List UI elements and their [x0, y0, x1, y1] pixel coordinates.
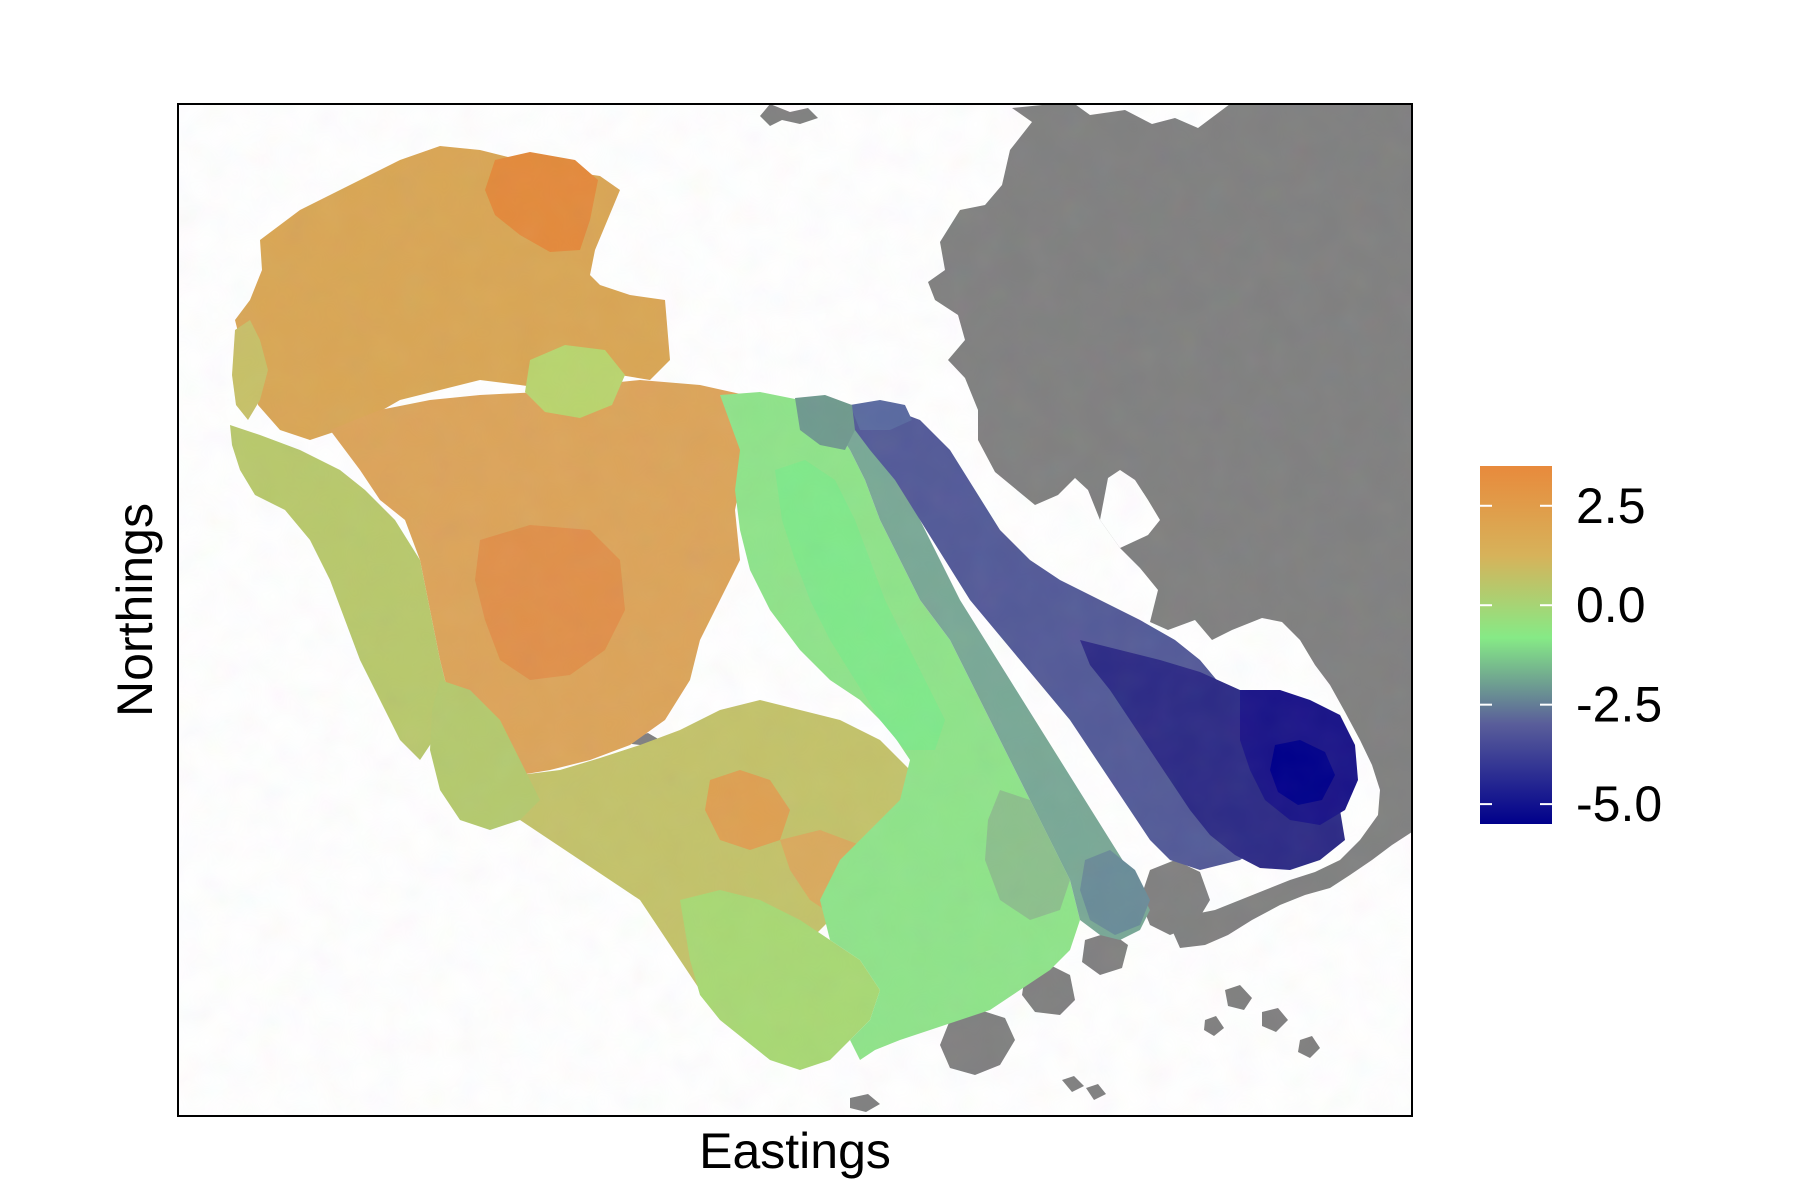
legend-tick-label: -2.5 [1576, 677, 1662, 733]
legend-tick-label: 0.0 [1576, 577, 1646, 633]
legend-tick-label: 2.5 [1576, 478, 1646, 534]
color-legend: 2.5 0.0 -2.5 -5.0 [1480, 466, 1662, 832]
survey-surface [178, 104, 1412, 1116]
legend-ticks: 2.5 0.0 -2.5 -5.0 [1480, 478, 1662, 832]
x-axis-title: Eastings [699, 1123, 891, 1179]
surface-texture [178, 104, 1412, 1116]
y-axis-title: Northings [107, 503, 163, 717]
map-layer [178, 104, 1412, 1116]
plot-panel-frame [177, 103, 1413, 1117]
legend-tick-label: -5.0 [1576, 776, 1662, 832]
legend-colorbar [1480, 466, 1552, 824]
